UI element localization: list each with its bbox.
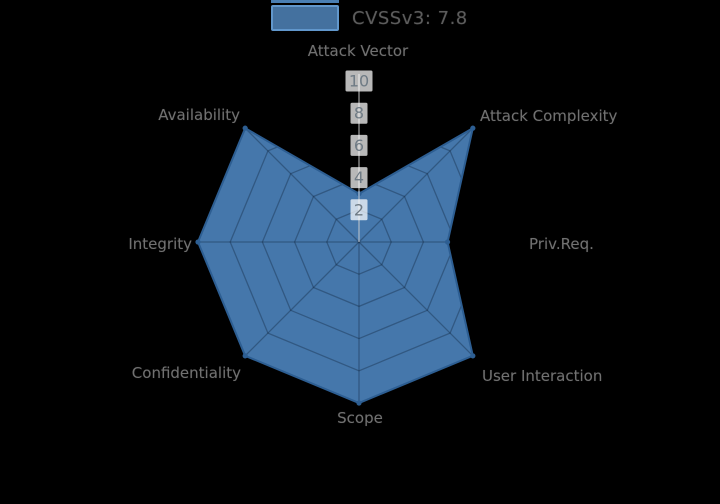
radar-series-area (198, 128, 473, 403)
axis-label-integrity: Integrity (128, 235, 192, 253)
tick-label-8: 8 (354, 104, 364, 123)
grid-spoke-attack-complexity (358, 128, 473, 243)
grid-ring-4 (293, 176, 425, 308)
grid-spoke-availability (244, 128, 360, 243)
axis-label-attack-vector: Attack Vector (308, 42, 409, 60)
axis-label-scope: Scope (337, 409, 383, 427)
vertex-marker-attack-complexity (470, 125, 476, 131)
tick-chip-8 (350, 102, 368, 124)
legend-swatch-line-icon (271, 0, 339, 3)
tick-label-2: 2 (354, 200, 364, 219)
tick-chip-4 (350, 167, 368, 189)
grid-ring-6 (261, 144, 457, 340)
axis-label-user-interaction: User Interaction (482, 367, 602, 385)
grid-spoke-user-interaction (358, 241, 473, 357)
tick-label-4: 4 (354, 168, 364, 187)
grid-ring-2 (326, 209, 392, 275)
axis-label-priv-req: Priv.Req. (529, 235, 594, 253)
vertex-marker-availability (242, 125, 248, 131)
vertex-marker-integrity (195, 239, 201, 245)
tick-chip-2 (350, 199, 368, 221)
vertex-marker-confidentiality (242, 353, 248, 359)
axis-label-attack-complexity: Attack Complexity (480, 107, 617, 125)
tick-label-6: 6 (354, 136, 364, 155)
vertex-marker-scope (356, 400, 362, 406)
legend-swatch[interactable] (271, 0, 339, 31)
axis-label-availability: Availability (158, 106, 240, 124)
legend[interactable]: CVSSv3: 7.8 (271, 0, 468, 31)
legend-label[interactable]: CVSSv3: 7.8 (352, 7, 468, 29)
vertex-marker-user-interaction (470, 353, 476, 359)
axis-label-confidentiality: Confidentiality (132, 364, 241, 382)
vertex-marker-priv-req (444, 239, 451, 245)
tick-label-10: 10 (349, 72, 369, 91)
tick-chip-6 (350, 134, 368, 156)
grid-spoke-confidentiality (244, 241, 360, 357)
tick-chip-10 (345, 70, 373, 92)
